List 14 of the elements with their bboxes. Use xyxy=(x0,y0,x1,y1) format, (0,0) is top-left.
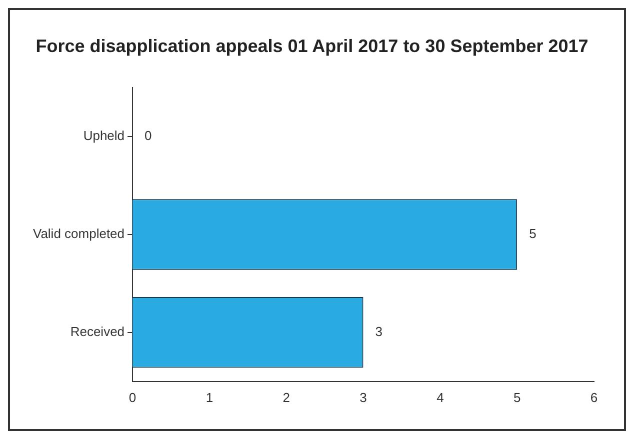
x-tick-label: 2 xyxy=(282,390,290,405)
x-tick-label: 6 xyxy=(590,390,598,405)
x-tick-label: 4 xyxy=(436,390,444,405)
chart-title: Force disapplication appeals 01 April 2017 to 30 September 2017 xyxy=(36,36,588,56)
y-tick-label: Upheld xyxy=(83,128,125,144)
data-label: 3 xyxy=(375,324,382,340)
x-tick-label: 3 xyxy=(360,390,367,405)
x-tick-label: 1 xyxy=(206,390,214,405)
y-tick-label: Valid completed xyxy=(32,226,125,242)
x-tick-label: 0 xyxy=(128,390,136,405)
x-tick-label: 5 xyxy=(513,390,521,405)
data-label: 0 xyxy=(144,128,152,144)
y-tick-label: Received xyxy=(70,324,125,340)
data-label: 5 xyxy=(529,226,536,242)
